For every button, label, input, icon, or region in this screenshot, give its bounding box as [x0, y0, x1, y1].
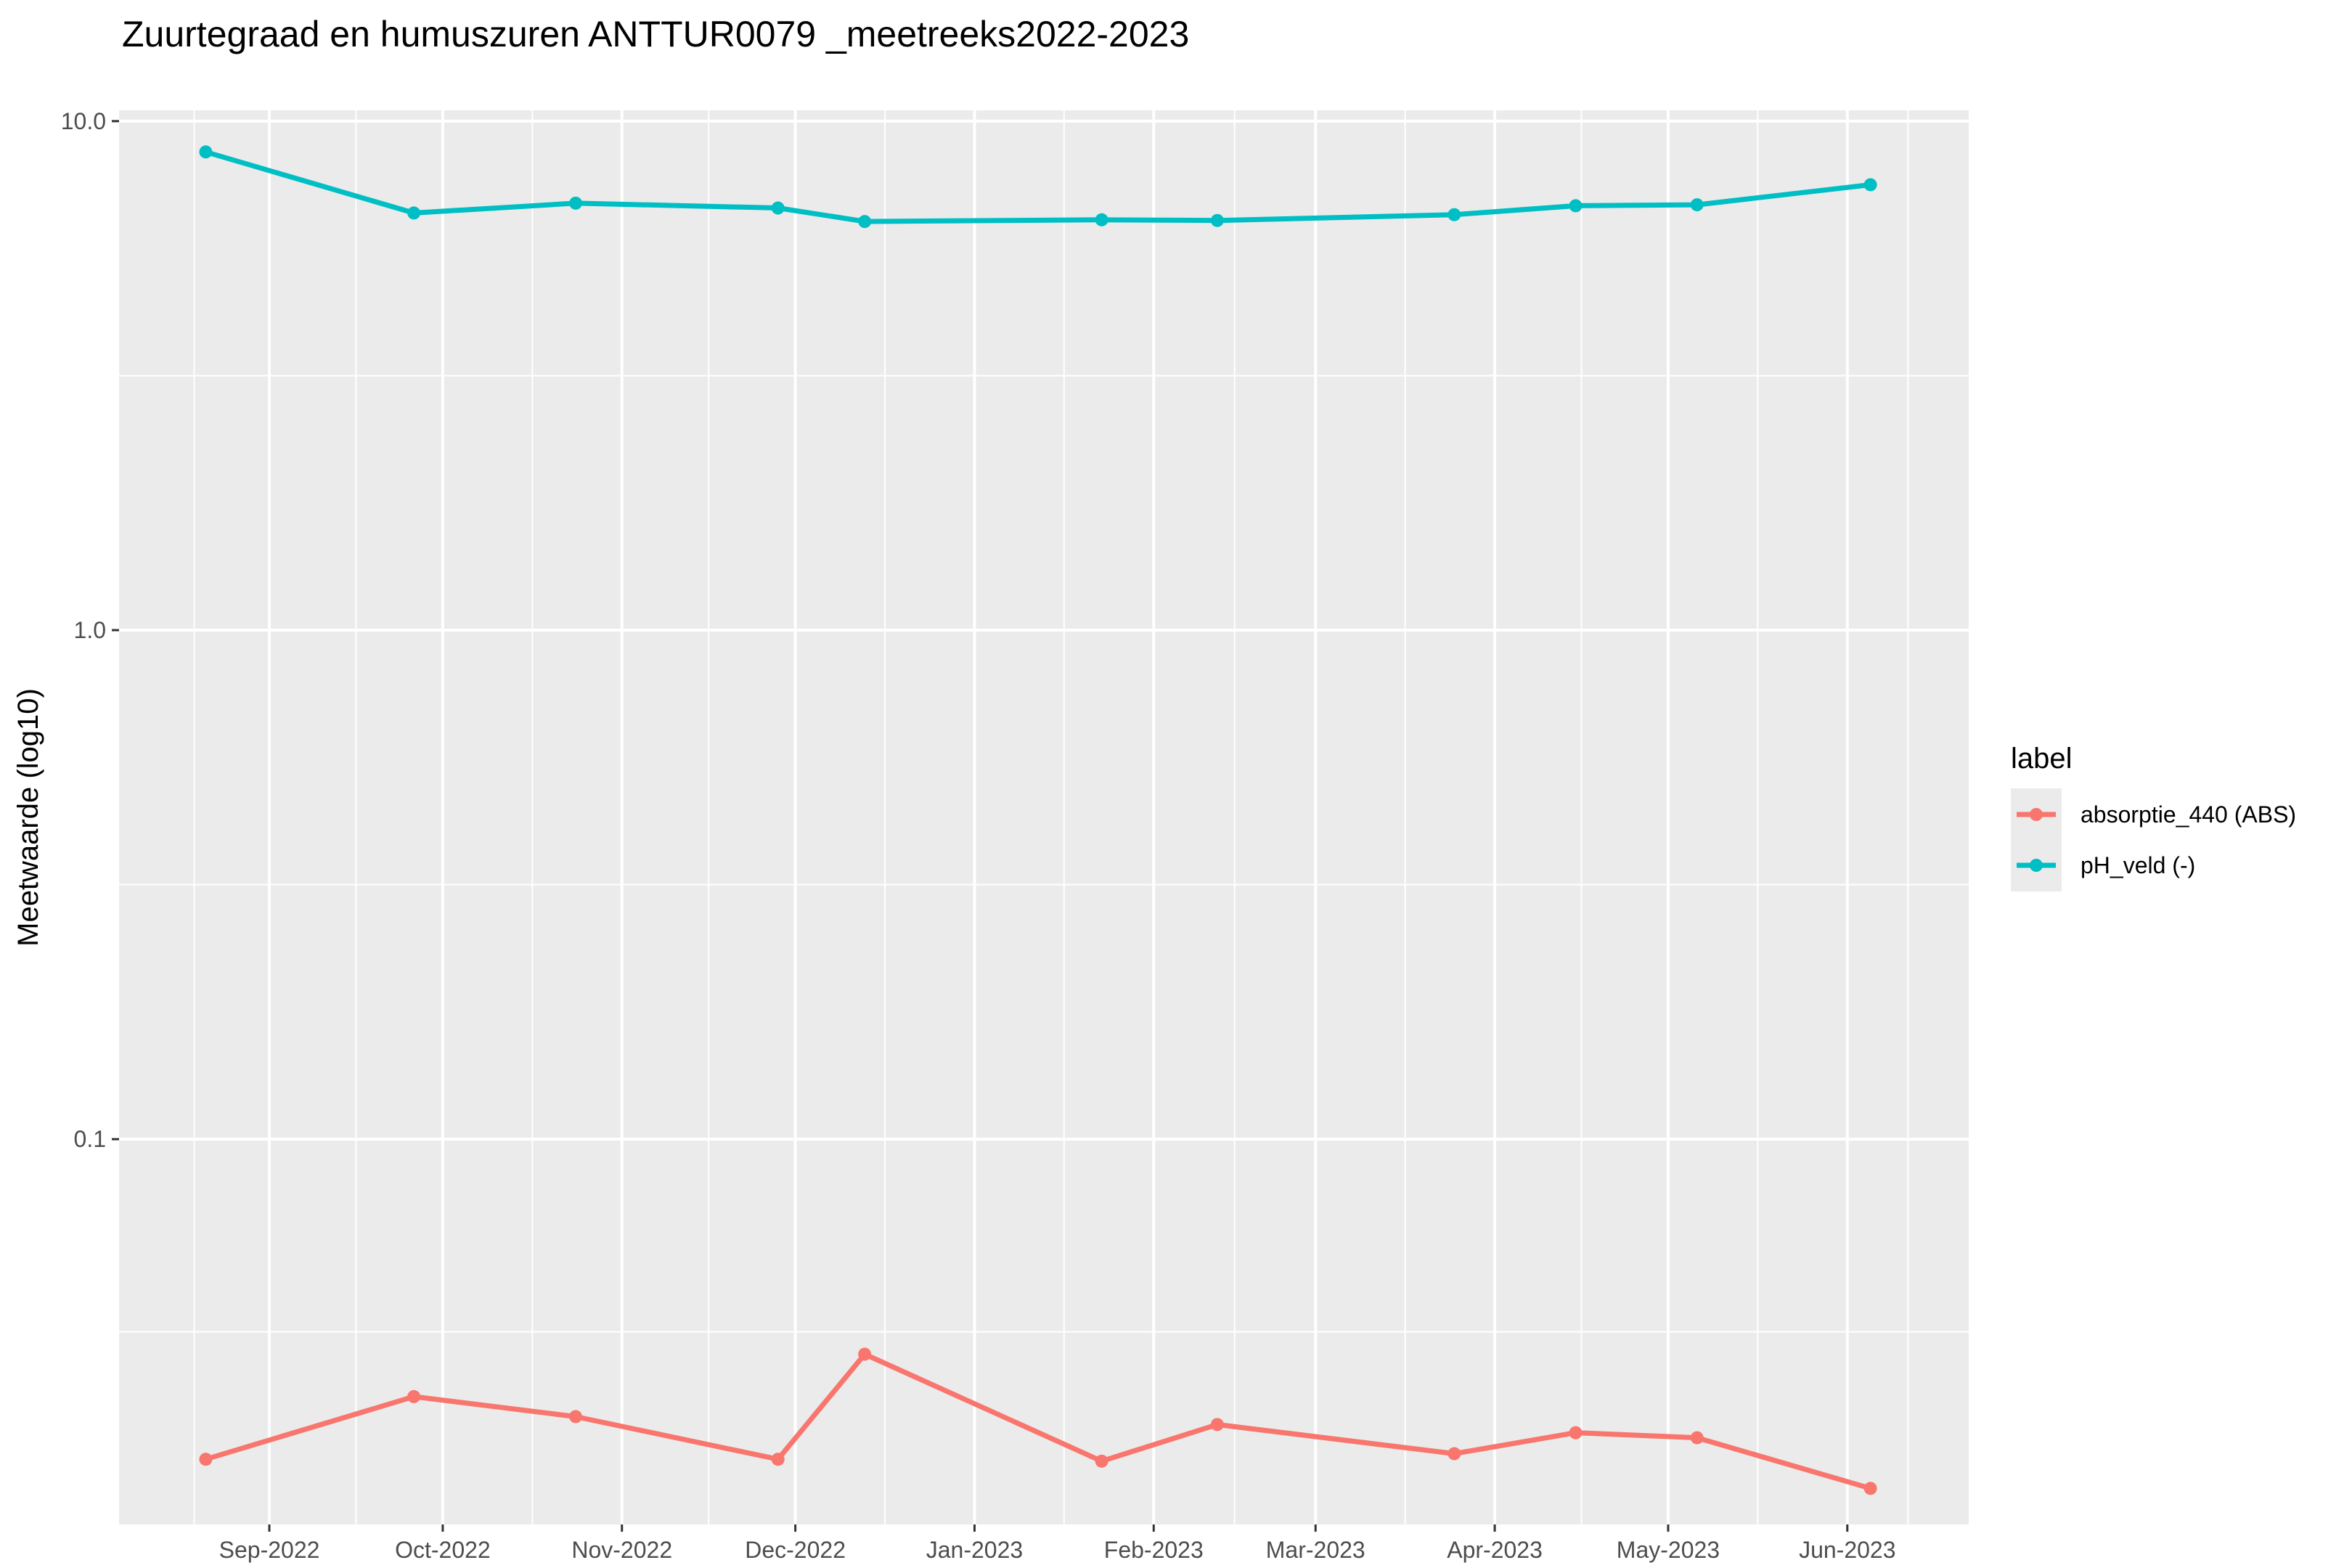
- series-layer: [199, 145, 1877, 1495]
- y-axis-title: Meetwaarde (log10): [12, 688, 44, 947]
- grid-major: [119, 110, 1969, 1524]
- data-point: [771, 1453, 785, 1466]
- data-point: [1863, 178, 1877, 192]
- data-point: [1210, 213, 1224, 227]
- x-tick-label: Mar-2023: [1266, 1537, 1365, 1563]
- data-point: [1863, 1482, 1877, 1495]
- y-axis: 0.1 1.0 10.0: [61, 108, 119, 1152]
- y-tick-label: 0.1: [74, 1126, 106, 1152]
- x-tick-label: Feb-2023: [1104, 1537, 1204, 1563]
- data-point: [407, 1389, 421, 1403]
- x-tick-label: May-2023: [1617, 1537, 1720, 1563]
- legend-title: label: [2011, 743, 2073, 775]
- chart-title: Zuurtegraad en humuszuren ANTTUR0079 _me…: [122, 14, 1189, 54]
- x-axis: Sep-2022 Oct-2022 Nov-2022 Dec-2022 Jan-2023…: [219, 1524, 1896, 1563]
- y-tick-label: 10.0: [61, 108, 106, 134]
- data-point: [199, 1453, 213, 1466]
- data-point: [199, 145, 213, 159]
- legend-key-point: [2030, 808, 2043, 821]
- data-point: [1447, 208, 1461, 221]
- y-tick-label: 1.0: [74, 617, 106, 643]
- data-point: [858, 1347, 872, 1361]
- data-point: [771, 201, 785, 215]
- data-point: [1447, 1447, 1461, 1461]
- x-tick-label: Sep-2022: [219, 1537, 320, 1563]
- data-point: [1095, 1454, 1108, 1468]
- x-tick-label: Jun-2023: [1799, 1537, 1895, 1563]
- grid-minor: [119, 110, 1969, 1524]
- plot-panel: [119, 110, 1969, 1524]
- x-tick-label: Dec-2022: [745, 1537, 846, 1563]
- legend-items: absorptie_440 (ABS) pH_veld (-): [2017, 801, 2296, 878]
- x-tick-label: Oct-2022: [395, 1537, 491, 1563]
- x-tick-label: Jan-2023: [926, 1537, 1023, 1563]
- legend: label absorptie_440 (ABS) pH_veld (-): [2011, 743, 2296, 891]
- x-tick-label: Apr-2023: [1447, 1537, 1543, 1563]
- x-tick-label: Nov-2022: [571, 1537, 672, 1563]
- data-point: [569, 1410, 583, 1424]
- data-point: [407, 206, 421, 220]
- data-point: [1095, 213, 1108, 226]
- data-point: [1210, 1418, 1224, 1432]
- data-point: [1569, 1426, 1583, 1440]
- data-point: [1690, 1431, 1704, 1445]
- legend-label: absorptie_440 (ABS): [2081, 801, 2296, 828]
- legend-label: pH_veld (-): [2081, 852, 2195, 878]
- legend-key-point: [2030, 859, 2043, 872]
- data-point: [1690, 198, 1704, 212]
- data-point: [569, 196, 583, 210]
- data-point: [1569, 199, 1583, 213]
- legend-key-background: [2011, 788, 2062, 891]
- data-point: [858, 215, 872, 229]
